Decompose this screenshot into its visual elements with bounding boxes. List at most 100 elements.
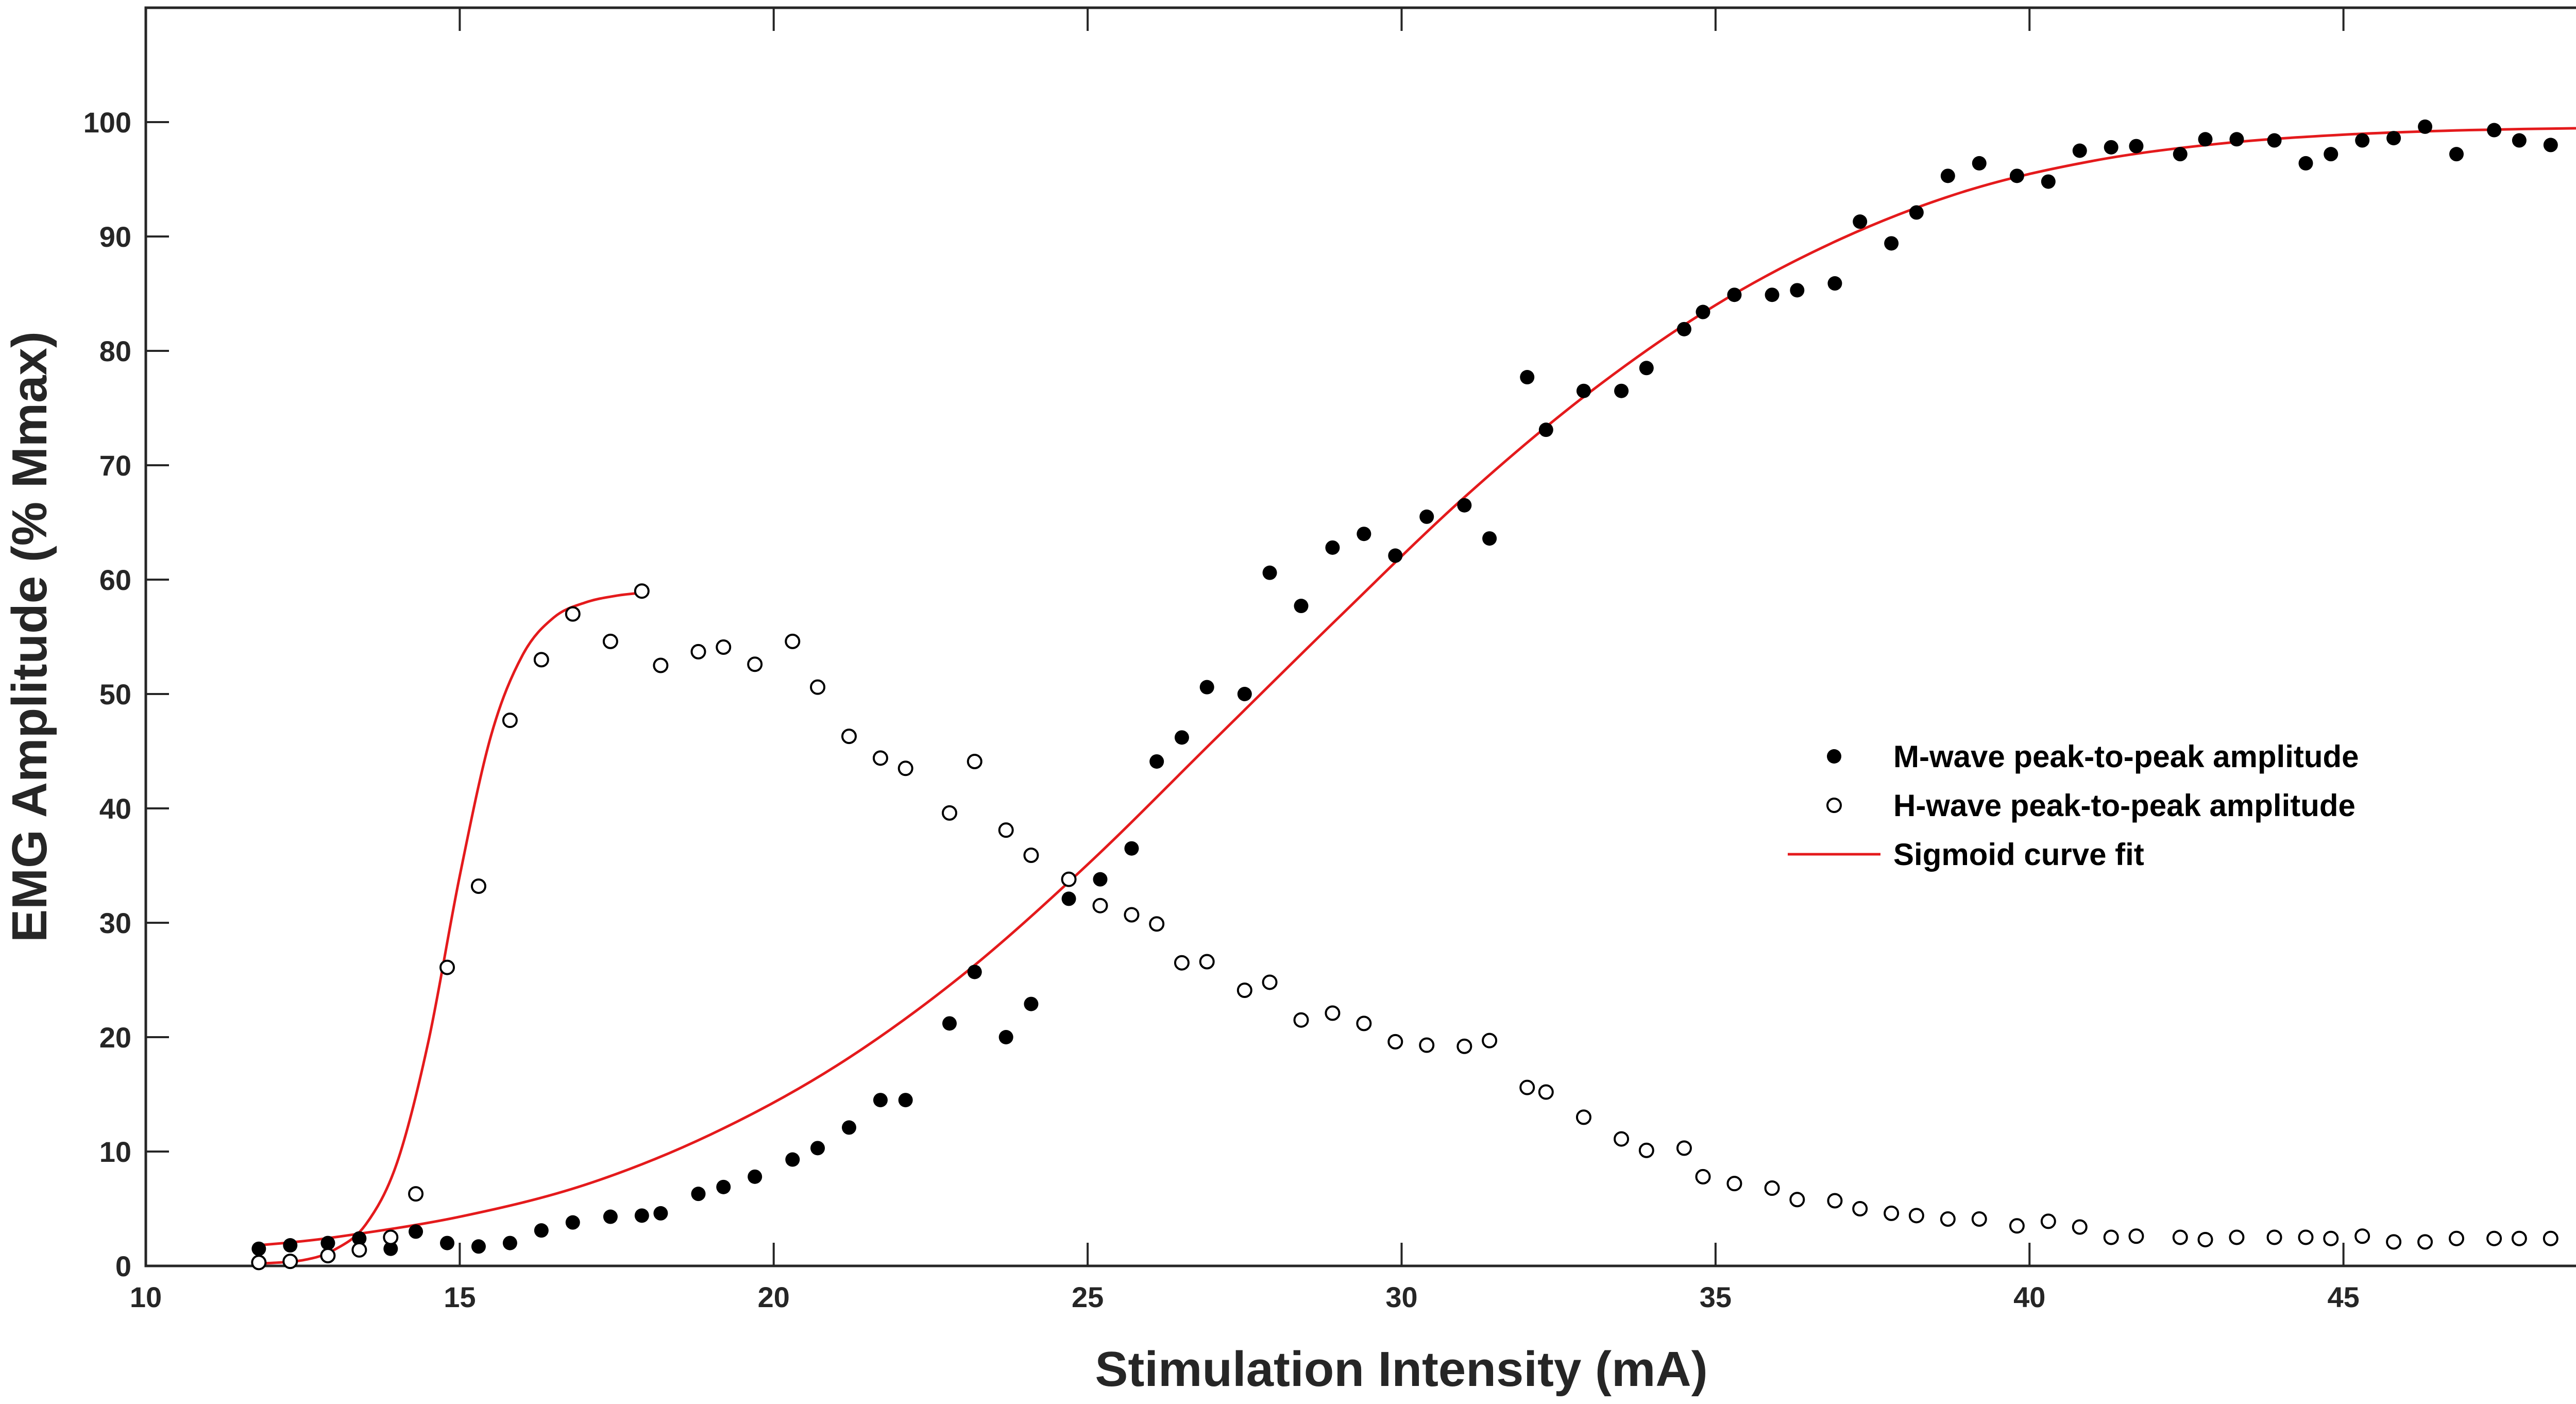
m-wave-point [1419, 509, 1434, 524]
m-wave-point [842, 1120, 856, 1135]
m-wave-point [1262, 565, 1277, 580]
m-wave-point [1853, 214, 1868, 229]
m-wave-point [2543, 138, 2558, 153]
h-wave-point [2386, 1234, 2402, 1250]
h-wave-point [690, 644, 706, 659]
h-wave-point [1482, 1033, 1498, 1048]
h-wave-point [1940, 1211, 1956, 1227]
h-wave-point [1356, 1016, 1372, 1031]
y-tick-label: 30 [99, 907, 131, 939]
m-wave-point [2104, 140, 2119, 155]
m-wave-point [967, 965, 982, 979]
m-wave-point [2298, 156, 2313, 171]
h-wave-point [1519, 1079, 1535, 1095]
m-wave-point [1149, 754, 1164, 769]
m-wave-point [1388, 548, 1403, 563]
h-wave-point [1124, 907, 1140, 923]
h-wave-point [2172, 1229, 2188, 1245]
h-wave-point [1236, 982, 1252, 998]
m-wave-point [653, 1206, 668, 1221]
m-wave-point [942, 1016, 957, 1031]
legend-entry: H-wave peak-to-peak amplitude [1893, 788, 2355, 823]
h-wave-point [998, 822, 1014, 838]
h-wave-point [1419, 1037, 1435, 1053]
h-wave-point [439, 959, 455, 975]
m-wave-point [471, 1239, 486, 1254]
h-wave-point [533, 652, 549, 668]
m-wave-point [283, 1238, 298, 1253]
m-wave-point [810, 1141, 825, 1156]
m-wave-point [1325, 540, 1340, 555]
h-wave-point [1262, 974, 1278, 990]
m-wave-point [1614, 383, 1629, 398]
h-wave-point [1023, 848, 1039, 864]
h-wave-point [2040, 1213, 2056, 1229]
h-wave-point [282, 1254, 298, 1270]
h-wave-point [1764, 1180, 1780, 1196]
h-wave-point [716, 639, 732, 655]
m-wave-point [691, 1187, 706, 1202]
m-wave-point [1357, 527, 1371, 542]
m-wave-point [2355, 133, 2370, 148]
h-wave-point [1827, 1193, 1843, 1209]
h-wave-point [2298, 1229, 2314, 1245]
h-wave-point [2449, 1230, 2464, 1246]
h-wave-point [2103, 1229, 2119, 1245]
m-wave-point [2041, 174, 2056, 189]
h-wave-point [967, 753, 982, 769]
m-wave-point [383, 1241, 398, 1256]
m-wave-point [1457, 498, 1472, 513]
h-wave-point [653, 657, 669, 673]
y-tick-label: 20 [99, 1021, 131, 1054]
h-wave-point [2486, 1230, 2502, 1246]
m-wave-point [998, 1030, 1013, 1044]
m-wave-point [1538, 422, 1553, 437]
fit-curves [259, 127, 2576, 1265]
h-wave-point [2543, 1230, 2558, 1246]
h-wave-point [1061, 871, 1077, 887]
m-wave-point [1294, 599, 1309, 614]
h-wave-point [1149, 916, 1165, 932]
h-wave-point [1884, 1205, 1900, 1221]
h-wave-point [2417, 1234, 2433, 1250]
m-wave-point [1237, 687, 1252, 701]
h-wave-point [383, 1229, 399, 1245]
h-wave-point [1852, 1201, 1868, 1216]
m-wave-point [1940, 168, 1955, 183]
h-wave-point [565, 606, 581, 622]
h-wave-point [897, 760, 913, 776]
m-wave-point [2386, 131, 2401, 146]
h-wave-point [251, 1255, 267, 1271]
m-wave-point [1124, 841, 1139, 856]
m-wave-point [748, 1169, 762, 1184]
axis-ticks: 1015202530354045500102030405060708090100 [83, 8, 2360, 1313]
m-wave-point [1093, 872, 1108, 887]
h-wave-point [1695, 1169, 1711, 1185]
h-wave-point [1199, 954, 1215, 970]
m-wave-point [1884, 236, 1899, 251]
h-wave-point [2266, 1229, 2282, 1245]
m-wave-point [873, 1093, 888, 1108]
y-tick-label: 50 [99, 678, 131, 711]
h-wave-point [502, 713, 518, 729]
m-wave-point [2512, 133, 2527, 148]
h-wave-point [2128, 1228, 2144, 1244]
m-wave-point [603, 1209, 618, 1224]
h-wave-point [1174, 955, 1190, 971]
y-tick-label: 90 [99, 221, 131, 253]
m-wave-point [634, 1208, 649, 1223]
m-wave-point [1482, 531, 1497, 546]
y-axis-label: EMG Amplitude (% Mmax) [2, 331, 57, 942]
m-wave-point [251, 1241, 266, 1256]
m-wave-point [2324, 147, 2338, 162]
m-wave-point [2173, 147, 2188, 162]
x-tick-label: 10 [130, 1281, 162, 1313]
m-wave-point [565, 1215, 580, 1230]
y-tick-label: 70 [99, 449, 131, 482]
legend-marker-h-wave [1826, 798, 1842, 813]
sigmoid-fit-line-1 [259, 590, 649, 1265]
x-tick-label: 20 [758, 1281, 790, 1313]
h-wave-point [1971, 1211, 1987, 1227]
y-tick-label: 40 [99, 792, 131, 825]
